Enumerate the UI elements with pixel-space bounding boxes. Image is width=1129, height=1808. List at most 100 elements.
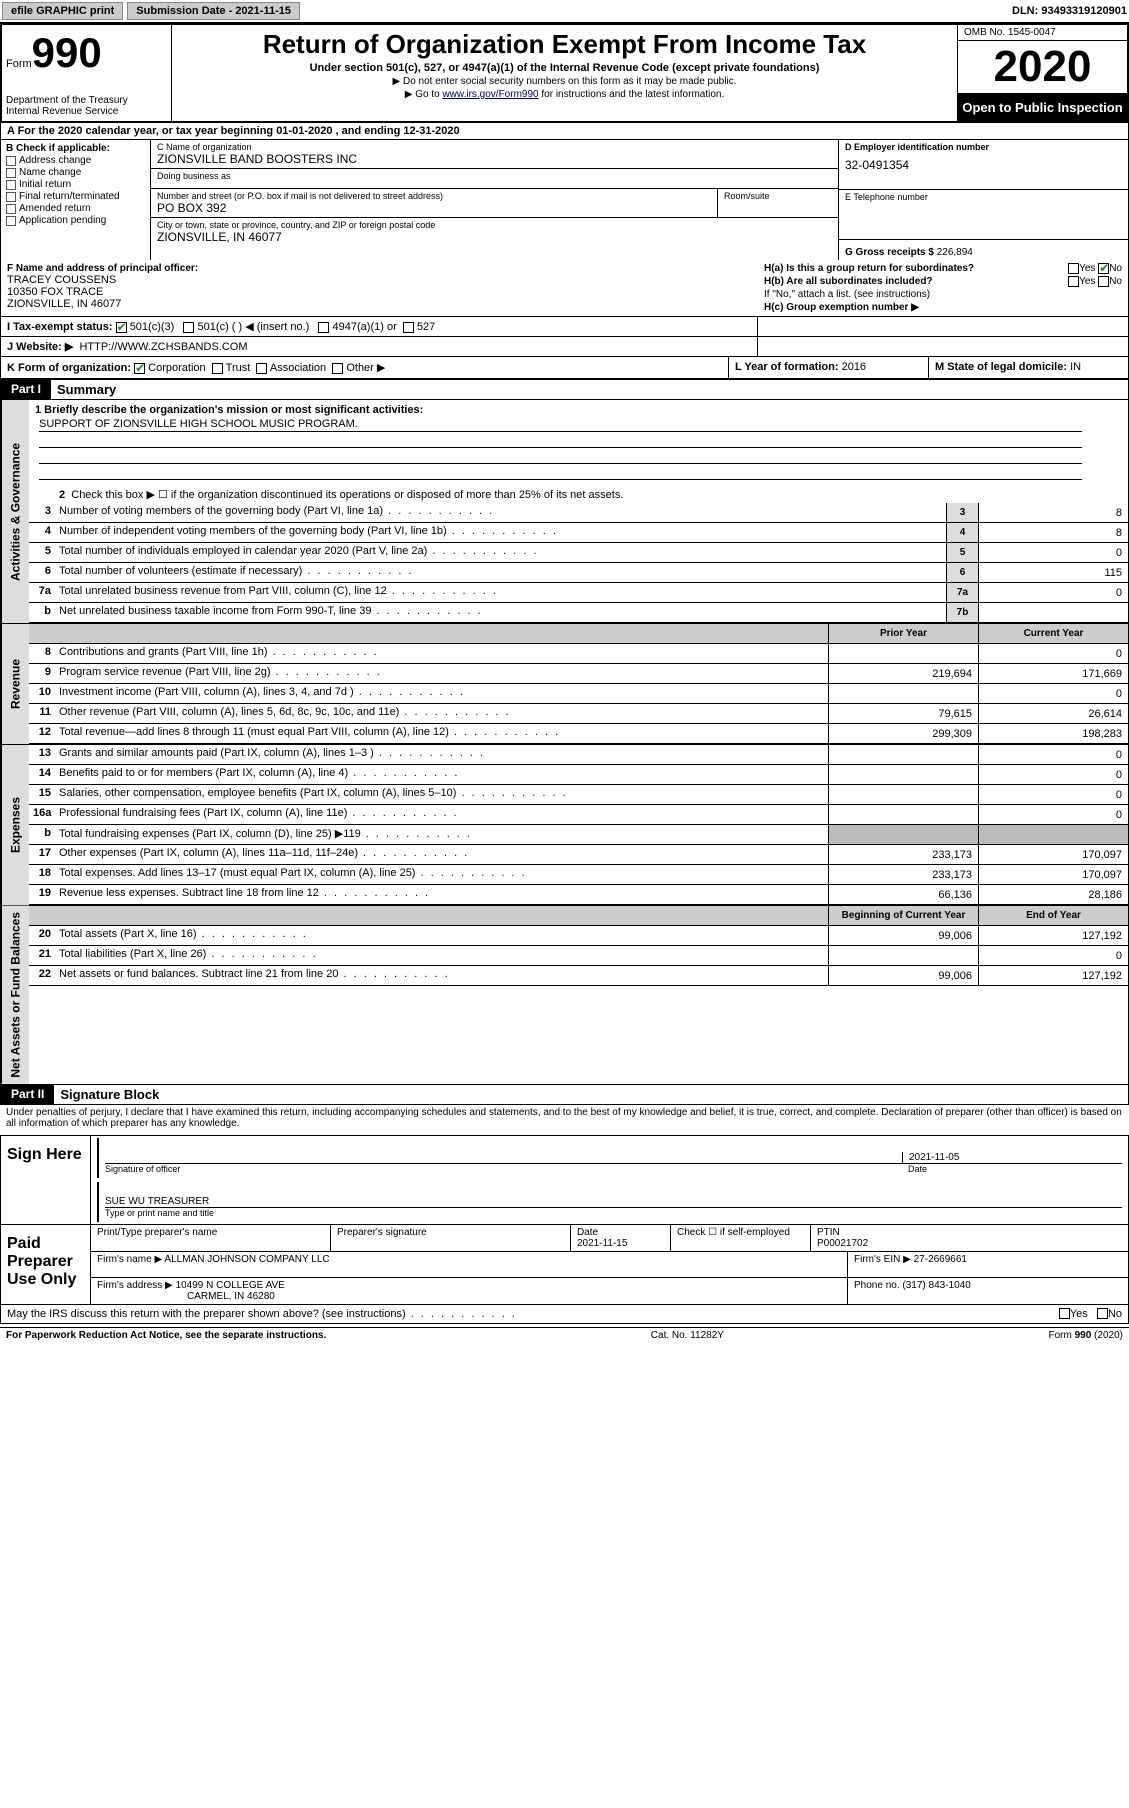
declaration: Under penalties of perjury, I declare th… [0,1105,1129,1131]
table-row: 11Other revenue (Part VIII, column (A), … [29,704,1128,724]
part2-title: Signature Block [54,1085,165,1104]
chk-assoc[interactable] [256,363,267,374]
dba-cell: Doing business as [151,169,838,189]
sidebar-rev: Revenue [1,624,29,744]
prep-section: Paid Preparer Use Only Print/Type prepar… [0,1225,1129,1305]
dept-label: Department of the Treasury Internal Reve… [6,95,167,117]
chk-corp[interactable] [134,363,145,374]
subdate-btn[interactable]: Submission Date - 2021-11-15 [127,2,300,20]
discuss-row: May the IRS discuss this return with the… [0,1305,1129,1324]
form-label: Form [6,58,32,70]
table-row: 16aProfessional fundraising fees (Part I… [29,805,1128,825]
instr2: ▶ Go to www.irs.gov/Form990 for instruct… [176,89,953,100]
chk-trust[interactable] [212,363,223,374]
prep-label: Paid Preparer Use Only [1,1225,91,1304]
table-row: 18Total expenses. Add lines 13–17 (must … [29,865,1128,885]
chk-name[interactable] [6,168,16,178]
table-row: 17Other expenses (Part IX, column (A), l… [29,845,1128,865]
row-j: J Website: ▶ HTTP://WWW.ZCHSBANDS.COM [1,337,758,356]
col-end: End of Year [978,906,1128,925]
chk-501c3[interactable] [116,322,127,333]
chk-pending[interactable] [6,216,16,226]
chk-final[interactable] [6,192,16,202]
firm-name: Firm's name ▶ ALLMAN JOHNSON COMPANY LLC [91,1252,848,1277]
line1-label: 1 Briefly describe the organization's mi… [35,404,423,416]
chk-amended[interactable] [6,204,16,214]
tel-cell: E Telephone number [839,190,1128,240]
chk-501c[interactable] [183,322,194,333]
form-title: Return of Organization Exempt From Incom… [176,29,953,60]
table-row: 21Total liabilities (Part X, line 26)0 [29,946,1128,966]
hb-no[interactable] [1098,276,1109,287]
ha-yes[interactable] [1068,263,1079,274]
row-k: K Form of organization: Corporation Trus… [1,357,728,378]
ha-no[interactable] [1098,263,1109,274]
topbar: efile GRAPHIC print Submission Date - 20… [0,0,1129,23]
sign-label: Sign Here [1,1136,91,1224]
instr1: ▶ Do not enter social security numbers o… [176,76,953,87]
col-d: D Employer identification number 32-0491… [838,140,1128,260]
omb: OMB No. 1545-0047 [958,25,1127,41]
firm-ein: Firm's EIN ▶ 27-2669661 [848,1252,1128,1277]
dln: DLN: 93493319120901 [1012,5,1127,17]
row-hc2 [758,317,1128,336]
chk-other[interactable] [332,363,343,374]
line2: 2 Check this box ▶ ☐ if the organization… [29,486,1128,503]
table-row: 5Total number of individuals employed in… [29,543,1128,563]
header-right: OMB No. 1545-0047 2020 Open to Public In… [957,25,1127,121]
col-curr: Current Year [978,624,1128,643]
chk-4947[interactable] [318,322,329,333]
prep-self: Check ☐ if self-employed [671,1225,811,1251]
firm-addr: Firm's address ▶ 10499 N COLLEGE AVECARM… [91,1278,848,1304]
table-row: 7aTotal unrelated business revenue from … [29,583,1128,603]
row-a: A For the 2020 calendar year, or tax yea… [0,123,1129,140]
mission-text: SUPPORT OF ZIONSVILLE HIGH SCHOOL MUSIC … [39,418,1082,432]
table-row: bNet unrelated business taxable income f… [29,603,1128,623]
header-mid: Return of Organization Exempt From Incom… [172,25,957,121]
chk-527[interactable] [403,322,414,333]
form-subtitle: Under section 501(c), 527, or 4947(a)(1)… [176,62,953,74]
table-row: 22Net assets or fund balances. Subtract … [29,966,1128,986]
form-header: Form990 Department of the Treasury Inter… [0,23,1129,123]
city-cell: City or town, state or province, country… [151,218,838,246]
table-row: 10Investment income (Part VIII, column (… [29,684,1128,704]
chk-initial[interactable] [6,180,16,190]
row-m: M State of legal domicile: IN [928,357,1128,378]
table-row: 15Salaries, other compensation, employee… [29,785,1128,805]
sidebar-exp: Expenses [1,745,29,905]
hb-yes[interactable] [1068,276,1079,287]
header-left: Form990 Department of the Treasury Inter… [2,25,172,121]
col-beg: Beginning of Current Year [828,906,978,925]
part1-hdr: Part I [1,380,51,399]
section-bcd: B Check if applicable: Address change Na… [0,140,1129,260]
table-row: 19Revenue less expenses. Subtract line 1… [29,885,1128,905]
part1-title: Summary [51,380,122,399]
sidebar-net: Net Assets or Fund Balances [1,906,29,1084]
footer: For Paperwork Reduction Act Notice, see … [0,1327,1129,1343]
officer-cell: F Name and address of principal officer:… [1,260,758,316]
table-row: 14Benefits paid to or for members (Part … [29,765,1128,785]
org-name: ZIONSVILLE BAND BOOSTERS INC [157,152,832,166]
prep-name-lbl: Print/Type preparer's name [91,1225,331,1251]
table-row: 13Grants and similar amounts paid (Part … [29,745,1128,765]
firm-phone: Phone no. (317) 843-1040 [848,1278,1128,1304]
ein-cell: D Employer identification number 32-0491… [839,140,1128,190]
prep-sig-lbl: Preparer's signature [331,1225,571,1251]
row-l: L Year of formation: 2016 [728,357,928,378]
table-row: 9Program service revenue (Part VIII, lin… [29,664,1128,684]
col-c: C Name of organization ZIONSVILLE BAND B… [151,140,838,260]
table-row: 20Total assets (Part X, line 16)99,00612… [29,926,1128,946]
row-i: I Tax-exempt status: 501(c)(3) 501(c) ( … [1,317,758,336]
chk-address[interactable] [6,156,16,166]
discuss-no[interactable] [1097,1308,1108,1319]
discuss-yes[interactable] [1059,1308,1070,1319]
efile-btn[interactable]: efile GRAPHIC print [2,2,123,20]
org-name-cell: C Name of organization ZIONSVILLE BAND B… [151,140,838,169]
part1-body: Activities & Governance 1 Briefly descri… [0,400,1129,1085]
officer-name: SUE WU TREASURER [105,1196,209,1207]
prep-date: Date2021-11-15 [571,1225,671,1251]
tax-year: 2020 [958,41,1127,94]
irs-link[interactable]: www.irs.gov/Form990 [442,89,538,100]
col-prior: Prior Year [828,624,978,643]
table-row: bTotal fundraising expenses (Part IX, co… [29,825,1128,845]
